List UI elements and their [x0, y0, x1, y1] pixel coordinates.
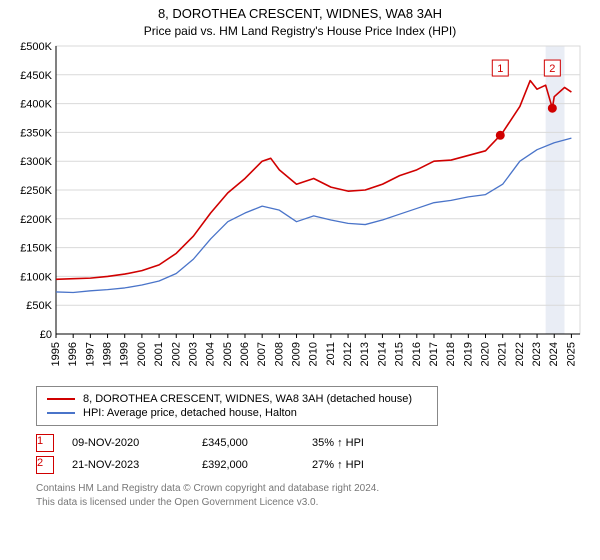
- svg-text:1995: 1995: [50, 342, 62, 366]
- legend-swatch: [47, 398, 75, 400]
- svg-text:£0: £0: [40, 329, 52, 341]
- sale-marker: 1: [36, 434, 54, 452]
- svg-text:2020: 2020: [480, 342, 492, 366]
- svg-text:2000: 2000: [136, 342, 148, 366]
- sale-pct: 35% ↑ HPI: [312, 437, 412, 449]
- svg-text:2: 2: [549, 63, 555, 75]
- svg-text:2012: 2012: [342, 342, 354, 366]
- svg-text:£400K: £400K: [20, 99, 52, 111]
- svg-text:£50K: £50K: [26, 300, 52, 312]
- sale-price: £345,000: [202, 437, 312, 449]
- sale-date: 09-NOV-2020: [72, 437, 202, 449]
- svg-text:2021: 2021: [497, 342, 509, 366]
- svg-text:2001: 2001: [153, 342, 165, 366]
- sale-row: 1 09-NOV-2020 £345,000 35% ↑ HPI: [36, 434, 592, 452]
- svg-text:2011: 2011: [325, 342, 337, 366]
- sale-row: 2 21-NOV-2023 £392,000 27% ↑ HPI: [36, 456, 592, 474]
- svg-text:2018: 2018: [445, 342, 457, 366]
- footer-attribution: Contains HM Land Registry data © Crown c…: [36, 482, 592, 510]
- sale-date: 21-NOV-2023: [72, 459, 202, 471]
- sale-pct: 27% ↑ HPI: [312, 459, 412, 471]
- price-chart: £0 £50K £100K £150K £200K £250K £300K £350K £400…: [8, 40, 592, 380]
- svg-text:1998: 1998: [102, 342, 114, 366]
- svg-text:2009: 2009: [291, 342, 303, 366]
- svg-text:£100K: £100K: [20, 271, 52, 283]
- legend: 8, DOROTHEA CRESCENT, WIDNES, WA8 3AH (d…: [36, 386, 438, 426]
- svg-text:2016: 2016: [411, 342, 423, 366]
- svg-text:2023: 2023: [531, 342, 543, 366]
- svg-text:2010: 2010: [308, 342, 320, 366]
- sale-marker: 2: [36, 456, 54, 474]
- svg-text:2006: 2006: [239, 342, 251, 366]
- svg-text:1999: 1999: [119, 342, 131, 366]
- svg-text:2019: 2019: [462, 342, 474, 366]
- legend-label: 8, DOROTHEA CRESCENT, WIDNES, WA8 3AH (d…: [83, 393, 412, 405]
- svg-text:£200K: £200K: [20, 214, 52, 226]
- legend-swatch: [47, 412, 75, 414]
- svg-text:2005: 2005: [222, 342, 234, 366]
- svg-text:£150K: £150K: [20, 243, 52, 255]
- svg-text:£500K: £500K: [20, 41, 52, 53]
- svg-text:2002: 2002: [170, 342, 182, 366]
- chart-title: 8, DOROTHEA CRESCENT, WIDNES, WA8 3AH: [8, 6, 592, 21]
- svg-text:2015: 2015: [394, 342, 406, 366]
- svg-text:£450K: £450K: [20, 70, 52, 82]
- svg-text:2017: 2017: [428, 342, 440, 366]
- svg-text:2024: 2024: [548, 342, 560, 366]
- svg-text:2025: 2025: [565, 342, 577, 366]
- svg-text:1996: 1996: [67, 342, 79, 366]
- svg-text:2022: 2022: [514, 342, 526, 366]
- sales-table: 1 09-NOV-2020 £345,000 35% ↑ HPI 2 21-NO…: [36, 434, 592, 474]
- svg-text:£350K: £350K: [20, 127, 52, 139]
- svg-text:£300K: £300K: [20, 156, 52, 168]
- svg-text:2008: 2008: [273, 342, 285, 366]
- svg-text:2004: 2004: [205, 342, 217, 366]
- svg-text:2014: 2014: [376, 342, 388, 366]
- chart-subtitle: Price paid vs. HM Land Registry's House …: [8, 24, 592, 38]
- legend-label: HPI: Average price, detached house, Halt…: [83, 407, 297, 419]
- svg-text:1997: 1997: [84, 342, 96, 366]
- svg-text:£250K: £250K: [20, 185, 52, 197]
- svg-text:1: 1: [497, 63, 503, 75]
- sale-price: £392,000: [202, 459, 312, 471]
- svg-text:2013: 2013: [359, 342, 371, 366]
- svg-text:2007: 2007: [256, 342, 268, 366]
- legend-item: 8, DOROTHEA CRESCENT, WIDNES, WA8 3AH (d…: [47, 393, 427, 405]
- svg-text:2003: 2003: [187, 342, 199, 366]
- legend-item: HPI: Average price, detached house, Halt…: [47, 407, 427, 419]
